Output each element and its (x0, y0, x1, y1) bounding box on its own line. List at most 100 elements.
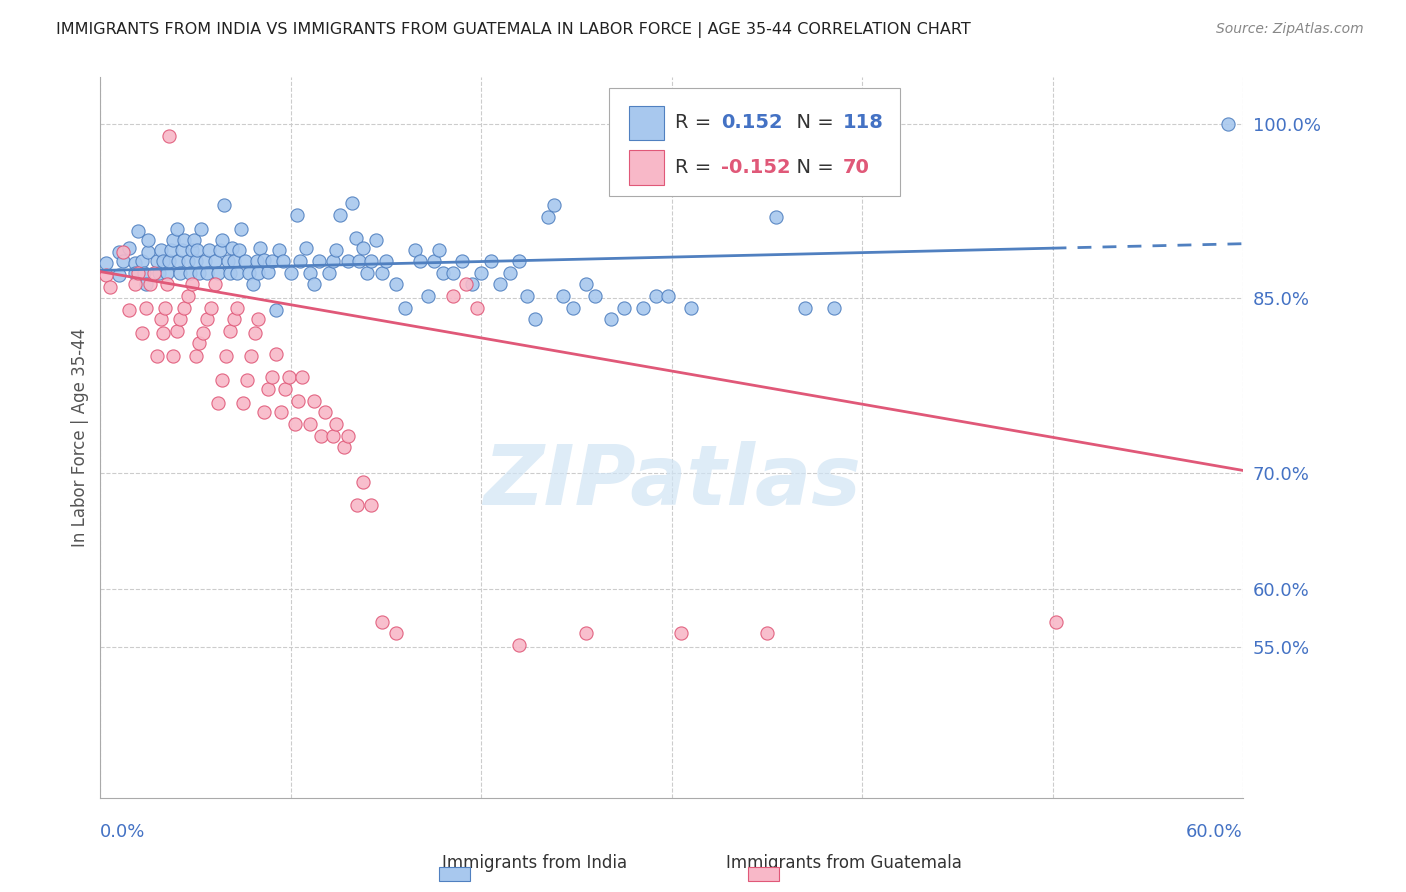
Point (371, 266, 394, 280)
Point (291, 370, 314, 384)
Point (516, 289, 538, 303)
Point (124, 256, 146, 270)
Point (302, 277, 325, 292)
Point (645, 289, 668, 303)
Point (325, 417, 347, 431)
Point (1216, 117, 1239, 131)
Point (253, 405, 276, 419)
Point (298, 266, 321, 280)
Point (336, 254, 359, 268)
Point (302, 393, 325, 408)
FancyBboxPatch shape (630, 150, 664, 185)
Point (575, 626, 598, 640)
Point (432, 266, 454, 280)
Text: 0.152: 0.152 (721, 113, 782, 132)
Point (349, 254, 371, 268)
Point (207, 396, 229, 410)
Point (274, 382, 297, 396)
Point (188, 335, 211, 350)
Point (309, 428, 332, 442)
Text: ZIPatlas: ZIPatlas (482, 441, 860, 522)
Point (318, 266, 340, 280)
Point (193, 326, 215, 341)
Point (209, 243, 232, 257)
Point (371, 615, 394, 629)
Point (167, 254, 190, 268)
Point (136, 233, 159, 247)
Point (150, 243, 173, 257)
Point (264, 347, 287, 361)
Point (709, 149, 731, 163)
Point (211, 233, 233, 247)
Point (264, 303, 287, 318)
Point (427, 243, 450, 257)
Point (657, 289, 679, 303)
Point (190, 221, 212, 235)
Point (523, 312, 546, 326)
Point (599, 312, 621, 326)
Point (280, 266, 302, 280)
Point (508, 254, 530, 268)
Point (127, 266, 149, 280)
Point (124, 277, 146, 292)
Point (94, 268, 117, 282)
Point (543, 198, 565, 212)
Text: N =: N = (783, 158, 839, 177)
Point (441, 289, 464, 303)
Point (166, 324, 188, 338)
Point (247, 266, 270, 280)
Point (404, 243, 426, 257)
Point (183, 233, 205, 247)
Point (451, 254, 474, 268)
Point (118, 303, 141, 318)
Point (221, 241, 243, 255)
Point (346, 498, 368, 512)
Point (416, 289, 439, 303)
Point (460, 277, 482, 292)
Point (755, 626, 778, 640)
Point (195, 266, 218, 280)
Point (325, 243, 347, 257)
Text: N =: N = (783, 113, 839, 132)
Point (441, 266, 464, 280)
Point (356, 266, 378, 280)
Point (454, 277, 477, 292)
Point (479, 254, 502, 268)
Point (270, 405, 292, 419)
Point (249, 241, 271, 255)
Point (260, 254, 283, 268)
Point (613, 301, 636, 315)
Point (194, 254, 217, 268)
Point (322, 254, 344, 268)
Point (360, 498, 382, 512)
Text: 0.0%: 0.0% (100, 823, 146, 841)
Point (195, 312, 218, 326)
Point (329, 208, 352, 222)
Point (157, 128, 180, 143)
Point (257, 382, 280, 396)
Point (146, 254, 169, 268)
Point (233, 254, 256, 268)
Point (204, 277, 226, 292)
Point (166, 221, 188, 235)
Point (173, 301, 195, 315)
Point (260, 370, 283, 384)
Text: Source: ZipAtlas.com: Source: ZipAtlas.com (1216, 22, 1364, 37)
Point (242, 277, 264, 292)
Point (284, 417, 307, 431)
Point (112, 244, 135, 259)
Point (198, 243, 221, 257)
Point (180, 243, 202, 257)
Text: Immigrants from Guatemala: Immigrants from Guatemala (725, 855, 962, 872)
Point (148, 266, 170, 280)
Point (108, 268, 131, 282)
Text: R =: R = (675, 113, 717, 132)
Point (146, 350, 169, 364)
Point (336, 428, 359, 442)
Point (322, 428, 344, 442)
Point (118, 241, 141, 255)
Point (269, 243, 291, 257)
Point (173, 233, 195, 247)
FancyBboxPatch shape (630, 105, 664, 140)
Point (537, 210, 560, 224)
